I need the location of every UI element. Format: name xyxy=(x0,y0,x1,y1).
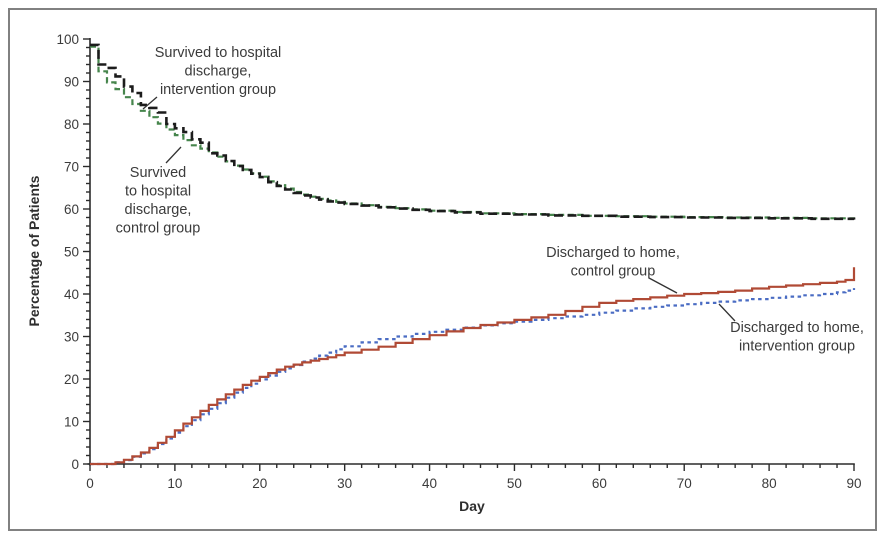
survived-control-label-line-0: Survived xyxy=(130,165,186,181)
series-lines xyxy=(90,43,856,466)
y-tick-label: 70 xyxy=(64,159,79,174)
figure-frame xyxy=(8,8,877,531)
survived-intervention-label-line-1: discharge, xyxy=(185,64,252,80)
y-tick-label: 40 xyxy=(64,287,79,302)
y-tick-label: 20 xyxy=(64,372,79,387)
survived-intervention-label-line-2: intervention group xyxy=(160,82,276,98)
series-survived-to-hospital-discharge-intervention-group xyxy=(90,43,856,221)
x-tick-label: 80 xyxy=(762,476,777,491)
series-discharged-to-home-control-group xyxy=(90,267,856,466)
y-tick-label: 90 xyxy=(64,74,79,89)
y-tick-label: 50 xyxy=(64,244,79,259)
survived-control-label-pointer-line xyxy=(165,146,182,164)
y-tick-label: 80 xyxy=(64,117,79,132)
y-tick-label: 60 xyxy=(64,202,79,217)
discharged-intervention-label: Discharged to home, intervention group xyxy=(718,303,864,355)
x-tick-label: 20 xyxy=(252,476,267,491)
discharged-intervention-label-line-1: intervention group xyxy=(739,339,855,355)
series-discharged-to-home-intervention-group xyxy=(90,288,856,466)
x-tick-label: 10 xyxy=(167,476,182,491)
discharged-control-label-line-0: Discharged to home, xyxy=(546,245,680,261)
discharged-intervention-label-line-0: Discharged to home, xyxy=(730,320,864,336)
y-tick-label: 10 xyxy=(64,414,79,429)
plot-axes: 0 10 20 30 40 50 60 70 80 90 0 10 20 30 40 50 60 70 80 90 10… xyxy=(56,32,861,491)
survived-intervention-label: Survived to hospital discharge, interventi… xyxy=(142,45,282,110)
survived-intervention-label-pointer-line xyxy=(142,96,158,110)
survived-control-label-text: Survived to hospital discharge, control gro… xyxy=(116,165,201,237)
x-tick-label: 0 xyxy=(86,476,94,491)
x-tick-label: 50 xyxy=(507,476,522,491)
discharged-control-label-text: Discharged to home, control group xyxy=(546,245,680,280)
annotations: Survived to hospital discharge, interventi… xyxy=(116,45,864,355)
x-tick-label: 30 xyxy=(337,476,352,491)
survived-intervention-label-text: Survived to hospital discharge, interventi… xyxy=(155,45,282,98)
x-tick-label: 60 xyxy=(592,476,607,491)
discharged-intervention-label-text: Discharged to home, intervention group xyxy=(730,320,864,355)
x-tick-label: 90 xyxy=(846,476,861,491)
y-axis-title: Percentage of Patients xyxy=(26,175,42,326)
y-tick-label: 30 xyxy=(64,329,79,344)
y-tick-label: 0 xyxy=(71,457,79,472)
survived-control-label-line-1: to hospital xyxy=(125,184,191,200)
x-tick-label: 40 xyxy=(422,476,437,491)
x-axis-title: Day xyxy=(459,498,485,514)
survived-control-label-line-3: control group xyxy=(116,221,201,237)
discharged-control-label: Discharged to home, control group xyxy=(546,245,680,294)
survived-control-label-line-2: discharge, xyxy=(125,202,192,218)
x-tick-label: 70 xyxy=(677,476,692,491)
discharged-control-label-pointer-line xyxy=(648,277,678,294)
survived-control-label: Survived to hospital discharge, control gro… xyxy=(116,146,201,237)
discharged-control-label-line-1: control group xyxy=(571,264,656,280)
survived-intervention-label-line-0: Survived to hospital xyxy=(155,45,282,61)
y-tick-label: 100 xyxy=(56,32,79,47)
discharged-intervention-label-pointer-line xyxy=(718,303,736,322)
